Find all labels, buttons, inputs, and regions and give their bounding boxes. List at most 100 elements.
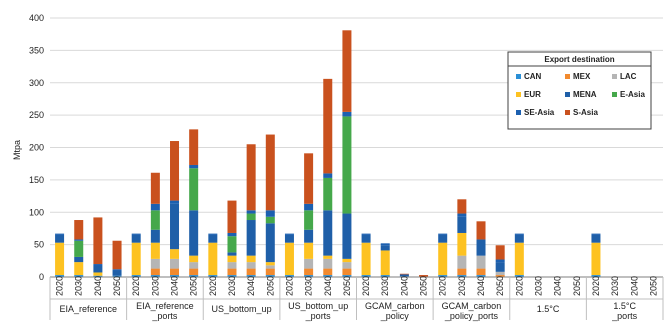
bar-segment-mena [304,229,314,243]
bar-segment-mena [514,234,524,243]
bar-segment-e-asia [304,210,314,230]
bar-segment-mena [591,234,601,243]
bar-segment-eur [514,242,524,276]
bar-segment-se-asia [361,233,371,235]
bar-segment-can [55,275,65,277]
group-label: US_bottom_up [212,304,272,314]
bar-segment-mex [342,268,352,276]
bar-segment-se-asia [284,233,294,235]
bar-segment-mena [112,270,122,276]
bar-segment-mena [227,252,237,256]
bar-segment-mena [495,262,505,272]
bar-segment-mena [265,223,275,263]
bar-segment-mena [361,234,371,243]
bar-segment-se-asia [227,232,237,237]
legend-swatch [612,74,617,79]
bar-segment-se-asia [438,233,448,235]
bar-segment-mena [208,234,218,243]
bar-segment-mena [131,234,141,243]
bar-segment-can [189,275,199,277]
bar-segment-lac [170,258,180,269]
bar-segment-s-asia [495,245,505,260]
bar-segment-se-asia [150,203,160,211]
bar-segment-mena [246,220,256,256]
year-tick-label: 2030 [150,276,160,296]
year-tick-label: 2050 [648,276,658,296]
legend-swatch [565,74,570,79]
year-tick-label: 2040 [246,276,256,296]
bar-segment-can [74,275,84,277]
legend-label: CAN [524,72,542,81]
bar-segment-e-asia [246,213,256,221]
bar-segment-can [150,275,160,277]
bar-segment-eur [457,232,467,256]
bar-segment-eur [93,272,103,276]
bar-segment-s-asia [399,273,409,275]
bar-segment-can [361,275,371,277]
bar-segment-mena [380,245,390,251]
bar-segment-lac [457,255,467,269]
bar-segment-se-asia [246,210,256,214]
bar-segment-mena [323,210,333,256]
legend-label: MENA [573,90,597,99]
bar-segment-s-asia [476,221,486,240]
bar-segment-lac [342,262,352,269]
bar-segment-se-asia [208,233,218,235]
bar-segment-can [227,275,237,277]
bar-segment-can [265,275,275,277]
y-tick-label: 200 [29,143,44,153]
legend-label: E-Asia [620,90,645,99]
bar-segment-s-asia [323,78,333,174]
year-tick-label: 2020 [361,276,371,296]
legend-label: MEX [573,72,591,81]
bar-segment-mex [495,275,505,277]
year-tick-label: 2050 [342,276,352,296]
y-tick-label: 50 [34,240,44,250]
bar-segment-mena [170,203,180,250]
bar-segment-se-asia [74,239,84,241]
bar-segment-mena [476,239,486,256]
bar-segment-can [131,275,141,277]
bar-segment-eur [189,255,199,263]
bar-segment-mena [55,234,65,243]
bar-segment-eur [284,242,294,276]
bar-segment-se-asia [170,200,180,204]
bar-segment-se-asia [514,233,524,235]
legend-label: EUR [524,90,541,99]
bar-segment-lac [304,258,314,269]
bar-segment-mena [93,265,103,273]
bar-segment-lac [150,258,160,269]
bar-segment-eur [323,255,333,259]
bar-segment-se-asia [342,111,352,117]
bar-segment-eur [208,242,218,276]
bar-segment-eur [265,262,275,266]
year-tick-label: 2020 [208,276,218,296]
bar-segment-mena [438,234,448,243]
bar-segment-eur [227,255,237,263]
legend-swatch [612,92,617,97]
group-label: GCAM_carbon _policy [365,301,425,321]
bar-segment-mex [265,268,275,276]
y-tick-label: 100 [29,207,44,217]
year-tick-label: 2040 [629,276,639,296]
legend-title: Export destination [544,55,614,64]
year-tick-label: 2020 [591,276,601,296]
bar-segment-lac [189,262,199,269]
bar-segment-mena [74,256,84,263]
bar-segment-can [170,275,180,277]
bar-segment-mex [170,268,180,276]
bar-segment-mex [227,268,237,276]
bar-segment-se-asia [457,213,467,217]
bar-segment-mex [323,268,333,276]
bar-segment-s-asia [265,134,275,211]
legend-box [507,51,652,130]
bar-segment-mena [284,234,294,243]
bar-segment-eur [304,242,314,259]
bar-segment-can [284,275,294,277]
bar-segment-se-asia [323,173,333,178]
legend-swatch [516,74,521,79]
bar-segment-mex [189,268,199,276]
bar-segment-eur [131,242,141,276]
y-tick-label: 0 [39,272,44,282]
